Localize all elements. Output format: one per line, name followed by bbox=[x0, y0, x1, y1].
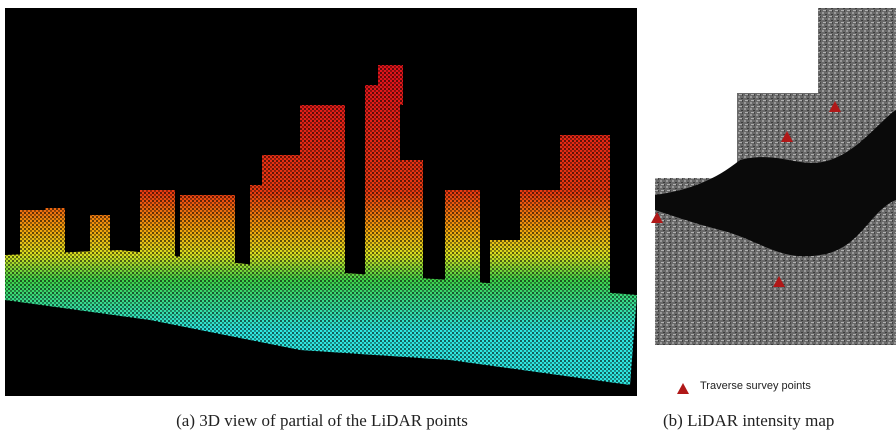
lidar-3d-view bbox=[5, 8, 637, 396]
map-legend: Traverse survey points bbox=[700, 380, 811, 392]
lidar-intensity-map: Traverse survey points bbox=[651, 8, 896, 394]
page: Traverse survey points (a) 3D view of pa… bbox=[0, 0, 896, 431]
caption-b: (b) LiDAR intensity map bbox=[663, 411, 834, 430]
caption-a: (a) 3D view of partial of the LiDAR poin… bbox=[176, 411, 468, 430]
figure: Traverse survey points (a) 3D view of pa… bbox=[0, 0, 896, 431]
